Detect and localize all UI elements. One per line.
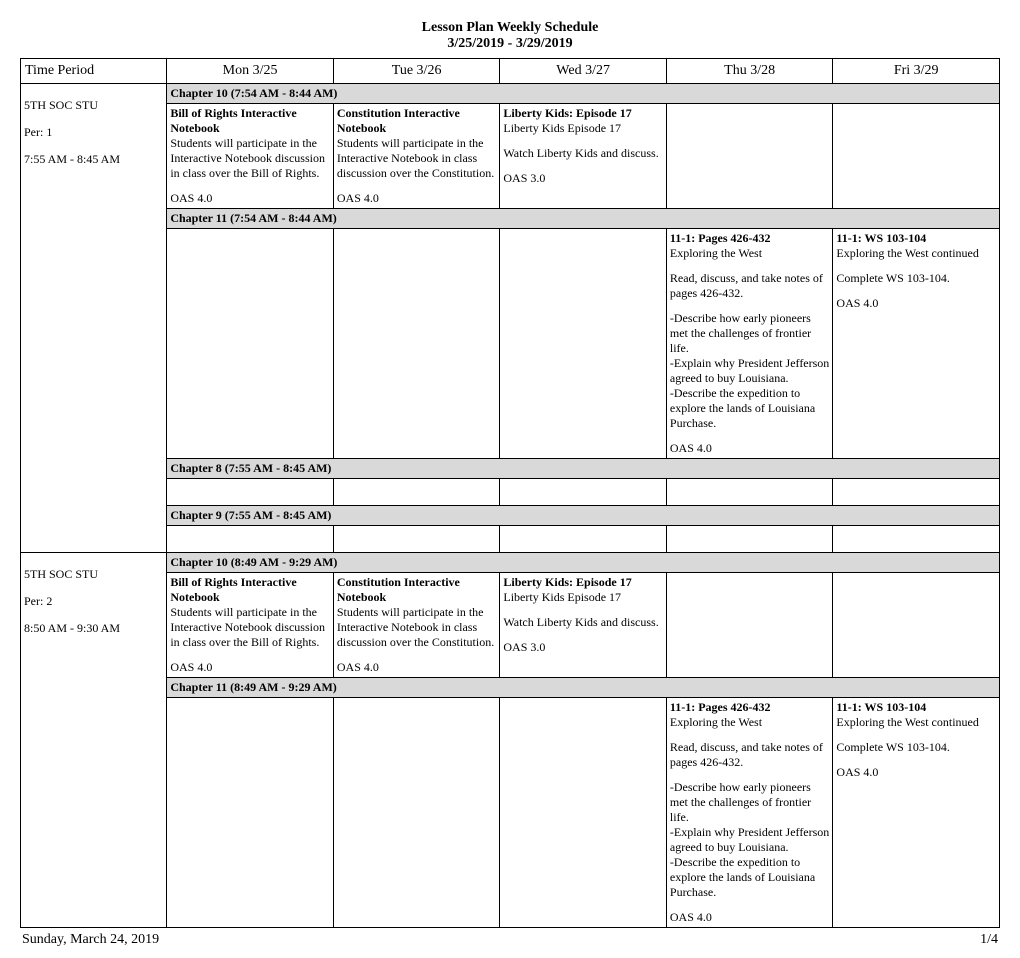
section-header: Chapter 9 (7:55 AM - 8:45 AM) xyxy=(167,506,1000,526)
lesson-cell xyxy=(167,698,334,928)
lesson-cell xyxy=(666,573,833,678)
section-header: Chapter 8 (7:55 AM - 8:45 AM) xyxy=(167,459,1000,479)
column-header-thu: Thu 3/28 xyxy=(666,59,833,84)
section-header: Chapter 11 (8:49 AM - 9:29 AM) xyxy=(167,678,1000,698)
lesson-cell: Liberty Kids: Episode 17Liberty Kids Epi… xyxy=(500,573,667,678)
time-period-cell: 5TH SOC STUPer: 28:50 AM - 9:30 AM xyxy=(21,553,167,928)
section-header: Chapter 10 (7:54 AM - 8:44 AM) xyxy=(167,84,1000,104)
lesson-cell xyxy=(167,229,334,459)
lesson-cell: Liberty Kids: Episode 17Liberty Kids Epi… xyxy=(500,104,667,209)
footer-date: Sunday, March 24, 2019 xyxy=(22,932,159,948)
lesson-cell xyxy=(833,479,1000,506)
lesson-cell xyxy=(333,229,500,459)
footer-page: 1/4 xyxy=(980,932,998,948)
column-header-fri: Fri 3/29 xyxy=(833,59,1000,84)
lesson-cell xyxy=(167,526,334,553)
lesson-cell xyxy=(333,479,500,506)
lesson-cell xyxy=(500,526,667,553)
lesson-cell xyxy=(500,698,667,928)
lesson-cell: Bill of Rights Interactive NotebookStude… xyxy=(167,573,334,678)
lesson-cell xyxy=(167,479,334,506)
lesson-cell: 11-1: Pages 426-432Exploring the WestRea… xyxy=(666,698,833,928)
lesson-cell xyxy=(333,526,500,553)
lesson-cell xyxy=(500,479,667,506)
column-header-time: Time Period xyxy=(21,59,167,84)
column-header-mon: Mon 3/25 xyxy=(167,59,334,84)
section-header: Chapter 11 (7:54 AM - 8:44 AM) xyxy=(167,209,1000,229)
time-period-cell: 5TH SOC STUPer: 17:55 AM - 8:45 AM xyxy=(21,84,167,553)
lesson-cell xyxy=(833,526,1000,553)
lesson-cell xyxy=(666,526,833,553)
lesson-cell xyxy=(333,698,500,928)
lesson-cell xyxy=(833,104,1000,209)
lesson-cell xyxy=(500,229,667,459)
schedule-table: Time PeriodMon 3/25Tue 3/26Wed 3/27Thu 3… xyxy=(20,58,1000,928)
lesson-cell: Bill of Rights Interactive NotebookStude… xyxy=(167,104,334,209)
section-header: Chapter 10 (8:49 AM - 9:29 AM) xyxy=(167,553,1000,573)
date-range: 3/25/2019 - 3/29/2019 xyxy=(20,36,1000,52)
lesson-cell: 11-1: WS 103-104Exploring the West conti… xyxy=(833,698,1000,928)
lesson-cell xyxy=(666,104,833,209)
lesson-cell xyxy=(833,573,1000,678)
lesson-cell xyxy=(666,479,833,506)
lesson-cell: 11-1: WS 103-104Exploring the West conti… xyxy=(833,229,1000,459)
lesson-cell: Constitution Interactive NotebookStudent… xyxy=(333,573,500,678)
column-header-wed: Wed 3/27 xyxy=(500,59,667,84)
page-title: Lesson Plan Weekly Schedule xyxy=(20,20,1000,36)
lesson-cell: 11-1: Pages 426-432Exploring the WestRea… xyxy=(666,229,833,459)
column-header-tue: Tue 3/26 xyxy=(333,59,500,84)
lesson-cell: Constitution Interactive NotebookStudent… xyxy=(333,104,500,209)
